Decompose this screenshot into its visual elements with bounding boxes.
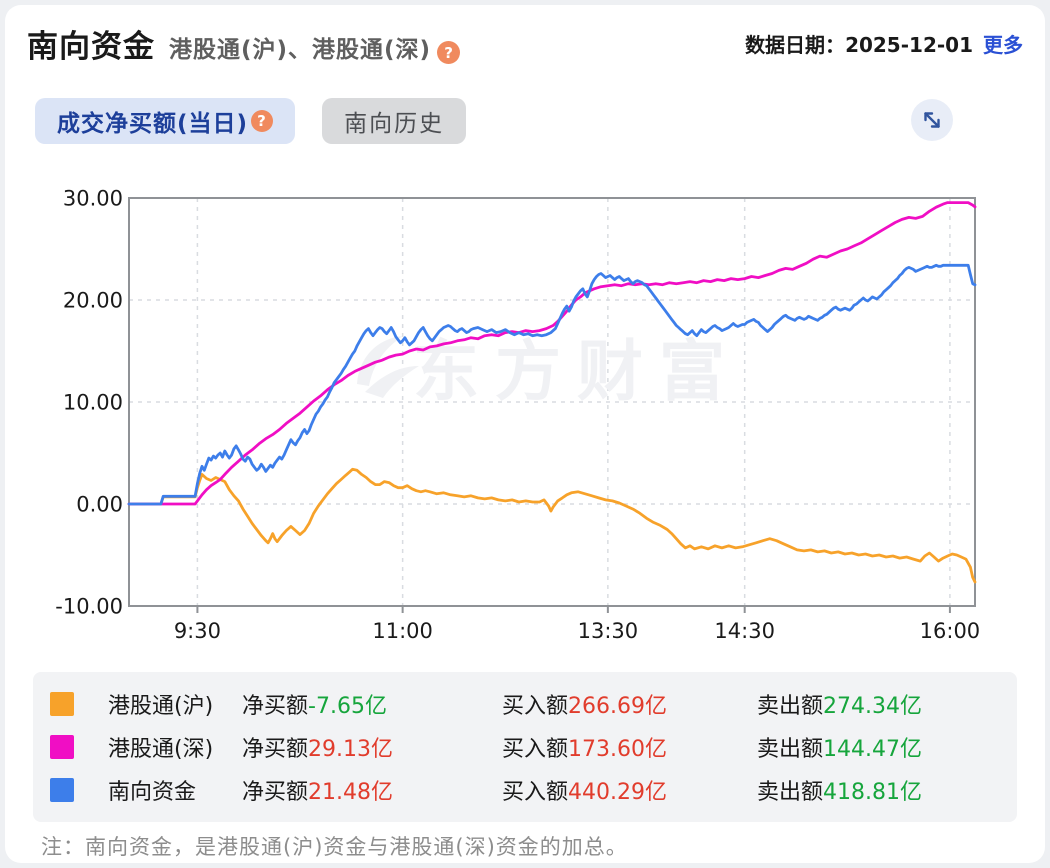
plot-border [128, 197, 976, 607]
watermark: 东方财富 [357, 333, 741, 410]
tab-net-buy-today-label: 成交净买额(当日) [57, 111, 249, 137]
x-tick-label: 16:00 [920, 619, 981, 643]
tab-bar: 成交净买额(当日)? 南向历史 [35, 98, 1015, 144]
page-title: 南向资金 [27, 29, 155, 65]
y-tick-label: -10.00 [55, 594, 123, 618]
net-buy-value: 29.13亿 [308, 736, 393, 762]
series-name: 南向资金 [108, 780, 197, 806]
data-date: 数据日期：2025-12-01 更多 [745, 29, 1023, 58]
help-icon[interactable]: ? [251, 110, 274, 132]
y-tick-label: 0.00 [76, 492, 123, 516]
line-chart: 东方财富 30.00 20.00 10.00 0.00 -10.00 9:30 11:00 13… [5, 170, 1045, 665]
y-tick-label: 10.00 [63, 390, 123, 414]
expand-arrows-icon [924, 112, 940, 128]
net-buy-item: 净买额29.13亿 [242, 736, 393, 762]
series-name: 港股通(沪) [108, 693, 214, 719]
header: 南向资金 港股通(沪)、港股通(深)? 数据日期：2025-12-01 更多 [27, 21, 1023, 67]
southbound-funds-card: 南向资金 港股通(沪)、港股通(深)? 数据日期：2025-12-01 更多 成交净… [5, 5, 1045, 863]
tab-southbound-history[interactable]: 南向历史 [322, 98, 467, 144]
footnote: 注：南向资金，是港股通(沪)资金与港股通(深)资金的加总。 [41, 835, 628, 859]
legend-row-sz: 港股通(深) 净买额29.13亿 买入额173.60亿 卖出额144.47亿 [33, 731, 1017, 763]
sell-value: 274.34亿 [823, 693, 922, 719]
sell-value: 418.81亿 [823, 780, 922, 806]
net-buy-item: 净买额-7.65亿 [242, 693, 387, 719]
x-tick-label: 9:30 [174, 619, 221, 643]
series-swatch [50, 778, 74, 803]
net-buy-value: 21.48亿 [308, 780, 393, 806]
x-tick-label: 14:30 [714, 619, 775, 643]
date-label: 数据日期： [745, 33, 846, 57]
legend-row-sh: 港股通(沪) 净买额-7.65亿 买入额266.69亿 卖出额274.34亿 [33, 688, 1017, 720]
series-港股通(沪) [127, 467, 977, 584]
tab-net-buy-today[interactable]: 成交净买额(当日)? [35, 98, 296, 144]
sell-item: 卖出额274.34亿 [757, 693, 922, 719]
series-name: 港股通(深) [108, 736, 214, 762]
buy-value: 173.60亿 [568, 736, 667, 762]
x-tick-label: 11:00 [372, 619, 433, 643]
buy-value: 266.69亿 [568, 693, 667, 719]
more-link[interactable]: 更多 [983, 33, 1023, 57]
x-tick-label: 13:30 [578, 619, 639, 643]
buy-item: 买入额266.69亿 [502, 693, 667, 719]
expand-button[interactable] [911, 99, 953, 141]
net-buy-value: -7.65亿 [308, 693, 387, 719]
y-tick-label: 30.00 [63, 186, 123, 210]
legend-panel: 港股通(沪) 净买额-7.65亿 买入额266.69亿 卖出额274.34亿 港… [33, 672, 1017, 822]
net-buy-item: 净买额21.48亿 [242, 780, 393, 806]
sell-item: 卖出额418.81亿 [757, 780, 922, 806]
sell-item: 卖出额144.47亿 [757, 736, 922, 762]
buy-item: 买入额173.60亿 [502, 736, 667, 762]
y-tick-label: 20.00 [63, 288, 123, 312]
buy-value: 440.29亿 [568, 780, 667, 806]
page-subtitle: 港股通(沪)、港股通(深) [169, 37, 432, 63]
date-value: 2025-12-01 [845, 33, 973, 57]
legend-row-total: 南向资金 净买额21.48亿 买入额440.29亿 卖出额418.81亿 [33, 774, 1017, 806]
series-南向资金 [127, 263, 977, 506]
svg-text:东方财富: 东方财富 [413, 333, 741, 410]
help-icon[interactable]: ? [437, 41, 461, 64]
sell-value: 144.47亿 [823, 736, 922, 762]
buy-item: 买入额440.29亿 [502, 780, 667, 806]
series-swatch [50, 734, 74, 759]
series-swatch [50, 691, 74, 716]
